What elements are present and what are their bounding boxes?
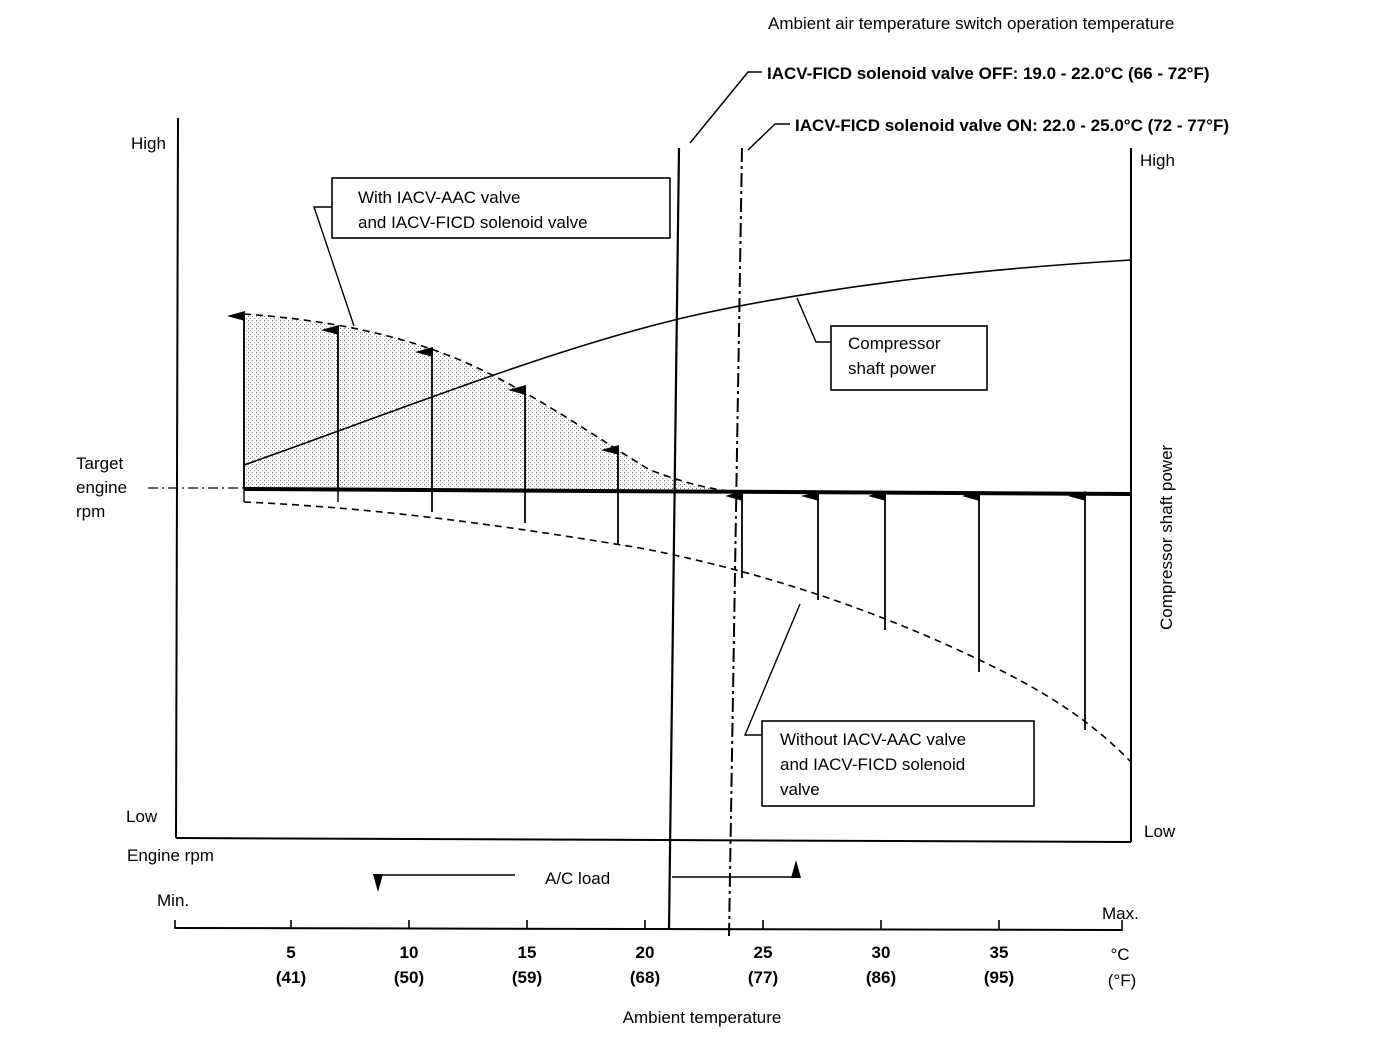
with-control-curve (243, 313, 1132, 495)
tick-label-c-30: 30 (872, 943, 891, 962)
with-control-callout-line1: With IACV-AAC valve (358, 188, 521, 207)
right-axis-title: Compressor shaft power (1157, 444, 1176, 630)
without-control-curve (243, 501, 1132, 763)
without-control-callout-line1: Without IACV-AAC valve (780, 730, 966, 749)
load-min-label: Min. (157, 891, 189, 910)
left-axis-line (175, 117, 179, 839)
right-axis-low: Low (1144, 822, 1176, 841)
tick-label-f-50: (50) (394, 968, 424, 987)
ficd-on-line (728, 147, 743, 937)
switch-title: Ambient air temperature switch operation… (768, 14, 1174, 33)
with-control-callout-line2: and IACV-FICD solenoid valve (358, 213, 588, 232)
ac-load-label: A/C load (545, 869, 610, 888)
tick-label-f-41: (41) (276, 968, 306, 987)
tick-label-c-5: 5 (286, 943, 295, 962)
compressor-power-curve (243, 259, 1132, 466)
tick-label-c-20: 20 (636, 943, 655, 962)
left-axis-high: High (131, 134, 166, 153)
unit-fahrenheit: (°F) (1108, 971, 1137, 990)
load-max-label: Max. (1102, 904, 1139, 923)
target-rpm-label-2: engine (76, 478, 127, 497)
target-rpm-label-1: Target (76, 454, 124, 473)
unit-celsius: °C (1110, 945, 1129, 964)
without-control-callout-box (761, 720, 1035, 807)
temperature-axis-title: Ambient temperature (623, 1008, 782, 1027)
compressor-callout-line2: shaft power (848, 359, 936, 378)
tick-label-c-15: 15 (518, 943, 537, 962)
without-control-leader (743, 603, 801, 736)
with-control-callout-box (331, 177, 671, 239)
without-control-callout-line3: valve (780, 780, 820, 799)
without-control-callout-line2: and IACV-FICD solenoid (780, 755, 965, 774)
target-rpm-label-3: rpm (76, 502, 105, 521)
tick-label-c-25: 25 (754, 943, 773, 962)
left-axis-low: Low (126, 807, 158, 826)
tick-label-f-95: (95) (984, 968, 1014, 987)
off-leader-line (689, 71, 762, 144)
controlled-rpm-region (244, 314, 738, 492)
right-axis-high: High (1140, 151, 1175, 170)
with-control-leader (313, 206, 355, 327)
tick-label-f-59: (59) (512, 968, 542, 987)
tick-label-c-10: 10 (400, 943, 419, 962)
ficd-on-label: IACV-FICD solenoid valve ON: 22.0 - 25.0… (795, 116, 1229, 135)
compressor-leader (796, 297, 831, 343)
tick-label-c-35: 35 (990, 943, 1009, 962)
ficd-off-label: IACV-FICD solenoid valve OFF: 19.0 - 22.… (767, 64, 1210, 83)
on-leader-line (747, 123, 790, 151)
tick-label-f-68: (68) (630, 968, 660, 987)
compressor-callout-box (830, 325, 988, 391)
bottom-axis-line (175, 837, 1132, 843)
tick-label-f-77: (77) (748, 968, 778, 987)
left-axis-title: Engine rpm (127, 846, 214, 865)
tick-label-f-86: (86) (866, 968, 896, 987)
ficd-off-line (667, 147, 681, 931)
target-rpm-line (243, 487, 1132, 496)
compressor-callout-line1: Compressor (848, 334, 941, 353)
temperature-axis-line (174, 927, 1123, 931)
